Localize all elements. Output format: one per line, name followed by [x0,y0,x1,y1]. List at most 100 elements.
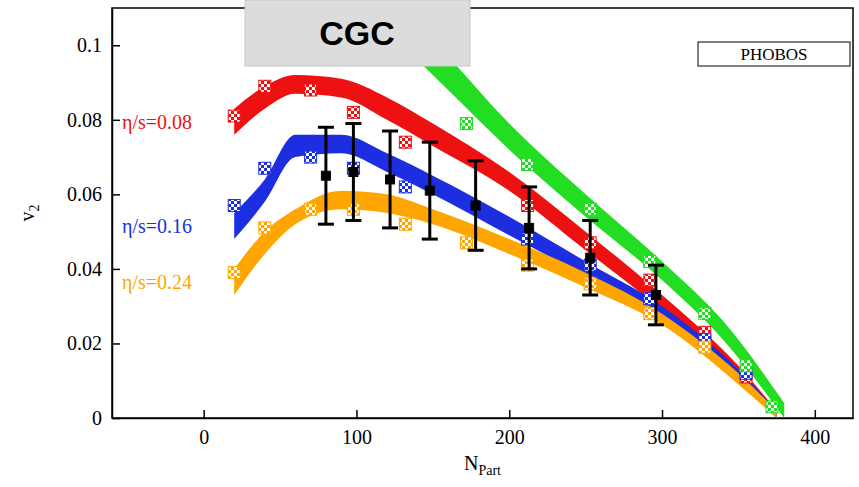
plot-area [228,8,784,418]
data-point [228,200,240,212]
y-axis-title: v2 [16,205,42,222]
tick-mark [112,269,120,271]
tick-mark [662,410,664,418]
data-point [425,186,434,195]
error-bar [318,127,334,224]
tick-mark [112,45,120,47]
band [234,135,776,418]
tick-label: 0 [199,426,209,448]
tick-mark [112,194,120,196]
tick-mark [356,410,358,418]
data-point [471,201,480,210]
legend-label: PHOBOS [740,45,807,64]
band [234,191,776,418]
tick-label: 0.08 [67,109,102,131]
tick-label: 0.04 [67,258,102,280]
error-bar-cap [648,323,664,326]
error-bar-cap [468,249,484,252]
annotation-text: CGC [319,14,395,52]
data-point [305,151,317,163]
scatter-series [460,118,778,413]
error-bar [468,161,484,250]
data-point [522,233,534,245]
data-point [321,171,330,180]
data-point [586,253,595,262]
band [234,75,776,418]
legend-box [698,42,850,66]
tick-label: 200 [495,426,525,448]
data-point [584,203,596,215]
tick-label: 400 [800,426,830,448]
data-point [644,274,656,286]
data-point [699,341,711,353]
tick-label: 0.06 [67,183,102,205]
data-point [305,84,317,96]
data-point [259,222,271,234]
chart-container: 0 100 200 300 400 0 0.02 0.04 0.06 0.08 0.1 η/s=0.0… [0,0,859,487]
error-bar [382,131,398,228]
y-axis-title-main: v [16,212,38,222]
tick: 400 [800,410,830,448]
error-bar [648,265,664,325]
data-point [399,181,411,193]
scatter-series [228,80,752,383]
x-axis-title-main: N [464,452,478,474]
error-bar-cap [521,267,537,270]
tick-mark [203,410,205,418]
data-point [460,237,472,249]
x-axis-title: NPart [464,452,501,478]
series-label: η/s=0.24 [122,271,192,294]
x-axis: 0 100 200 300 400 [113,410,854,448]
data-point [699,308,711,320]
tick: 200 [495,410,525,448]
tick-label: 0.02 [67,332,102,354]
error-bar [582,220,598,295]
data-point [259,162,271,174]
error-bar [345,124,361,221]
scatter-series [228,151,752,379]
error-bar-cap [648,264,664,267]
error-bar-cap [345,219,361,222]
tick: 0 [199,410,209,448]
tick-label: 0 [92,407,102,429]
tick: 300 [648,410,678,448]
data-point [259,80,271,92]
data-point [386,175,395,184]
error-bar-cap [582,219,598,222]
error-bar-cap [468,159,484,162]
data-point [644,308,656,320]
legend: PHOBOS [698,42,850,66]
annotation-box [245,0,470,66]
data-point [399,218,411,230]
error-bar-cap [318,223,334,226]
data-point [347,106,359,118]
error-bar-cap [422,141,438,144]
error-bar-cap [318,126,334,129]
error-bar-cap [582,294,598,297]
data-point [522,200,534,212]
tick-mark [509,410,511,418]
chart-svg: 0 100 200 300 400 0 0.02 0.04 0.06 0.08 0.1 η/s=0.0… [0,0,859,487]
x-axis-title-sub: Part [478,463,501,478]
tick-mark [112,120,120,122]
data-point [525,223,534,232]
data-point [522,159,534,171]
error-bar [521,187,537,269]
error-bar-cap [422,238,438,241]
data-point [228,110,240,122]
series-label: η/s=0.16 [122,215,192,238]
data-point [349,168,358,177]
tick-label: 0.1 [77,34,102,56]
tick-label: 100 [342,426,372,448]
series-label: η/s=0.08 [122,111,192,134]
error-bar-cap [345,122,361,125]
error-bar-cap [382,226,398,229]
tick-mark [815,410,817,418]
scatter-series [318,124,664,325]
error-bar-cap [382,130,398,133]
error-bar-cap [521,185,537,188]
tick: 0.1 [77,34,120,56]
scatter-series [228,203,711,353]
annotation: CGC [245,0,470,66]
data-point [399,136,411,148]
